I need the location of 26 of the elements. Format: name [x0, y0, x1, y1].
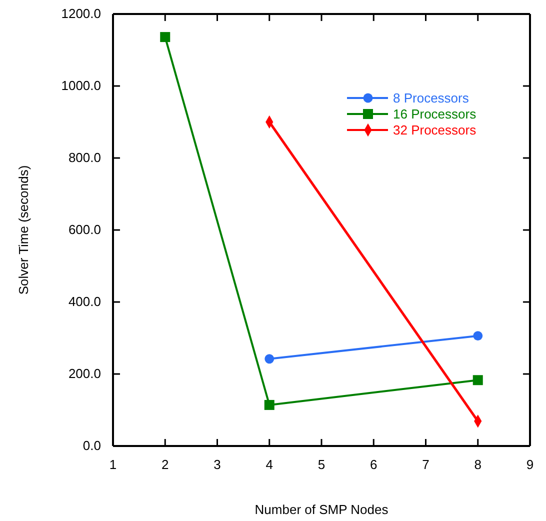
point: [264, 354, 274, 364]
legend-label: 32 Processors: [393, 122, 477, 138]
point: [473, 331, 483, 341]
y-tick-label: 1200.0: [61, 6, 101, 22]
y-tick-label: 600.0: [68, 222, 101, 238]
y-tick-label: 200.0: [68, 366, 101, 382]
x-tick-label: 6: [370, 457, 378, 472]
x-tick-label: 9: [526, 457, 534, 472]
y-tick-label: 1000.0: [61, 78, 101, 94]
x-axis-title: Number of SMP Nodes: [254, 502, 389, 517]
x-tick-label: 4: [266, 457, 273, 472]
legend-label: 8 Processors: [393, 90, 470, 106]
x-tick-label: 3: [214, 457, 221, 472]
point: [160, 32, 170, 42]
point: [264, 400, 274, 410]
x-tick-label: 7: [422, 457, 430, 472]
y-tick-label: 0.0: [82, 438, 101, 454]
y-axis-title: Solver Time (seconds): [16, 165, 31, 295]
x-tick-label: 1: [109, 457, 117, 472]
x-tick-label: 5: [318, 457, 326, 472]
y-tick-label: 400.0: [68, 294, 101, 310]
y-tick-label: 800.0: [68, 150, 101, 166]
legend-label: 16 Processors: [393, 106, 477, 122]
point: [472, 375, 483, 386]
x-tick-label: 8: [474, 457, 482, 472]
x-tick-label: 2: [162, 457, 169, 472]
